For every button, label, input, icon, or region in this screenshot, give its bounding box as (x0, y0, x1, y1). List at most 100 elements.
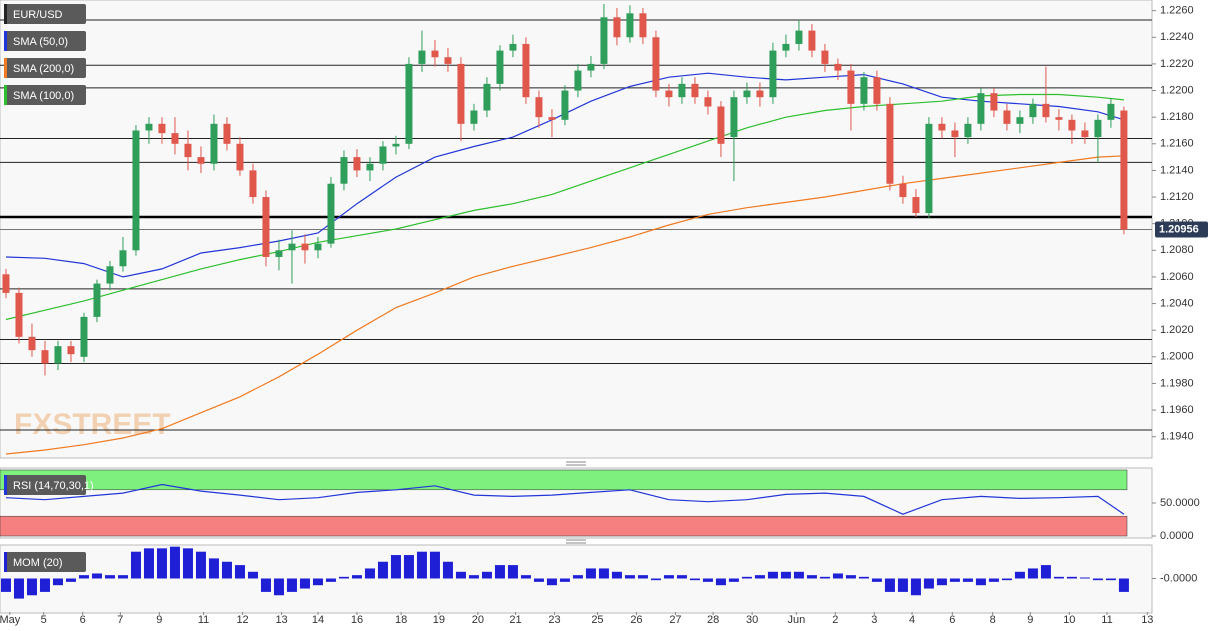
candle-body (964, 123, 972, 138)
mom-bar (117, 575, 128, 579)
candle-body (80, 316, 88, 357)
mom-bar (130, 551, 141, 579)
candle-body (600, 17, 608, 64)
legend-swatch (4, 85, 7, 105)
legend-item[interactable]: SMA (200,0) (4, 58, 86, 78)
mom-bar (182, 548, 193, 579)
legend-item[interactable]: EUR/USD (4, 4, 86, 24)
legend-swatch (4, 58, 7, 78)
mom-bar (1040, 565, 1051, 579)
x-tick-label: 14 (312, 614, 324, 626)
candle-body (587, 63, 595, 71)
candle-body (1055, 117, 1063, 120)
mom-bar (637, 575, 648, 579)
mom-bar (13, 578, 24, 599)
mom-bar (221, 561, 232, 579)
candle-body (340, 157, 348, 184)
last-price-label: 1.20956 (1159, 223, 1199, 235)
mom-bar (91, 573, 102, 579)
candle-body (41, 350, 49, 364)
mom-bar (1066, 576, 1077, 579)
mom-bar (156, 548, 167, 579)
legend-box (4, 31, 86, 51)
candle-body (886, 103, 894, 184)
candle-body (93, 283, 101, 317)
panel-grip[interactable] (566, 539, 586, 544)
mom-bar (403, 555, 414, 579)
legend-item[interactable]: RSI (14,70,30,1) (4, 475, 94, 495)
mom-bar (689, 578, 700, 581)
mom-bar (273, 578, 284, 596)
candle-body (652, 37, 660, 91)
candle-body (184, 143, 192, 158)
candle-body (626, 13, 634, 38)
mom-bar (416, 551, 427, 579)
legend-item[interactable]: SMA (50,0) (4, 31, 86, 51)
legend-label: EUR/USD (13, 9, 63, 21)
x-tick-label: 25 (591, 614, 603, 626)
mom-bar (208, 558, 219, 579)
candle-body (249, 170, 257, 198)
candle-body (1107, 103, 1115, 120)
x-tick-label: 13 (1141, 614, 1153, 626)
x-tick-label: 23 (548, 614, 560, 626)
legend-item[interactable]: SMA (100,0) (4, 85, 86, 105)
candle-body (522, 43, 530, 98)
y-tick-label: 1.1960 (1160, 404, 1194, 416)
x-tick-label: Jun (787, 614, 805, 626)
y-tick-label: 1.2220 (1160, 58, 1194, 70)
oversold-band (0, 515, 1128, 537)
x-tick-label: 6 (949, 614, 955, 626)
mom-bar (819, 576, 830, 579)
candle-body (418, 50, 426, 64)
x-tick-label: 6 (80, 614, 86, 626)
mom-bar (364, 568, 375, 579)
legend-swatch (4, 552, 7, 572)
x-tick-label: 13 (275, 614, 287, 626)
candle-body (2, 274, 10, 293)
candle-body (1003, 110, 1011, 124)
candle-body (808, 30, 816, 51)
x-tick-label: 3 (871, 614, 877, 626)
candle-body (873, 77, 881, 104)
candle-body (223, 123, 231, 144)
candle-body (704, 97, 712, 107)
candle-body (119, 250, 127, 267)
mom-bar (1118, 578, 1129, 592)
x-tick-label: 10 (1063, 614, 1075, 626)
y-tick-label: 1.2140 (1160, 164, 1194, 176)
y-tick-label: 50.0000 (1160, 497, 1200, 509)
x-tick-label: 4 (909, 614, 915, 626)
mom-bar (169, 546, 180, 579)
candle-body (28, 336, 36, 351)
y-tick-label: 0.0000 (1160, 530, 1194, 542)
mom-bar (949, 578, 960, 582)
x-tick-label: 9 (156, 614, 162, 626)
candle-body (301, 243, 309, 251)
candle-body (1094, 119, 1102, 138)
candle-body (678, 83, 686, 98)
candle-body (509, 43, 517, 51)
candle-body (1081, 130, 1089, 138)
mom-bar (650, 578, 661, 581)
candle-body (15, 292, 23, 337)
candle-body (1016, 117, 1024, 124)
mom-bar (481, 571, 492, 579)
y-tick-label: 1.2120 (1160, 191, 1194, 203)
mom-bar (611, 571, 622, 579)
candle-body (912, 197, 920, 214)
mom-bar (442, 561, 453, 579)
legend-item[interactable]: MOM (20) (4, 552, 86, 572)
panel-grip[interactable] (566, 461, 586, 466)
x-tick-label: 11 (198, 614, 209, 626)
price-panel (0, 0, 1153, 459)
mom-bar (793, 571, 804, 579)
mom-bar (260, 578, 271, 592)
candle-body (561, 90, 569, 120)
indicator-line (5, 72, 1125, 278)
mom-bar (1053, 576, 1064, 579)
legend-swatch (4, 475, 7, 495)
mom-bar (195, 551, 206, 579)
x-tick-label: 30 (746, 614, 758, 626)
